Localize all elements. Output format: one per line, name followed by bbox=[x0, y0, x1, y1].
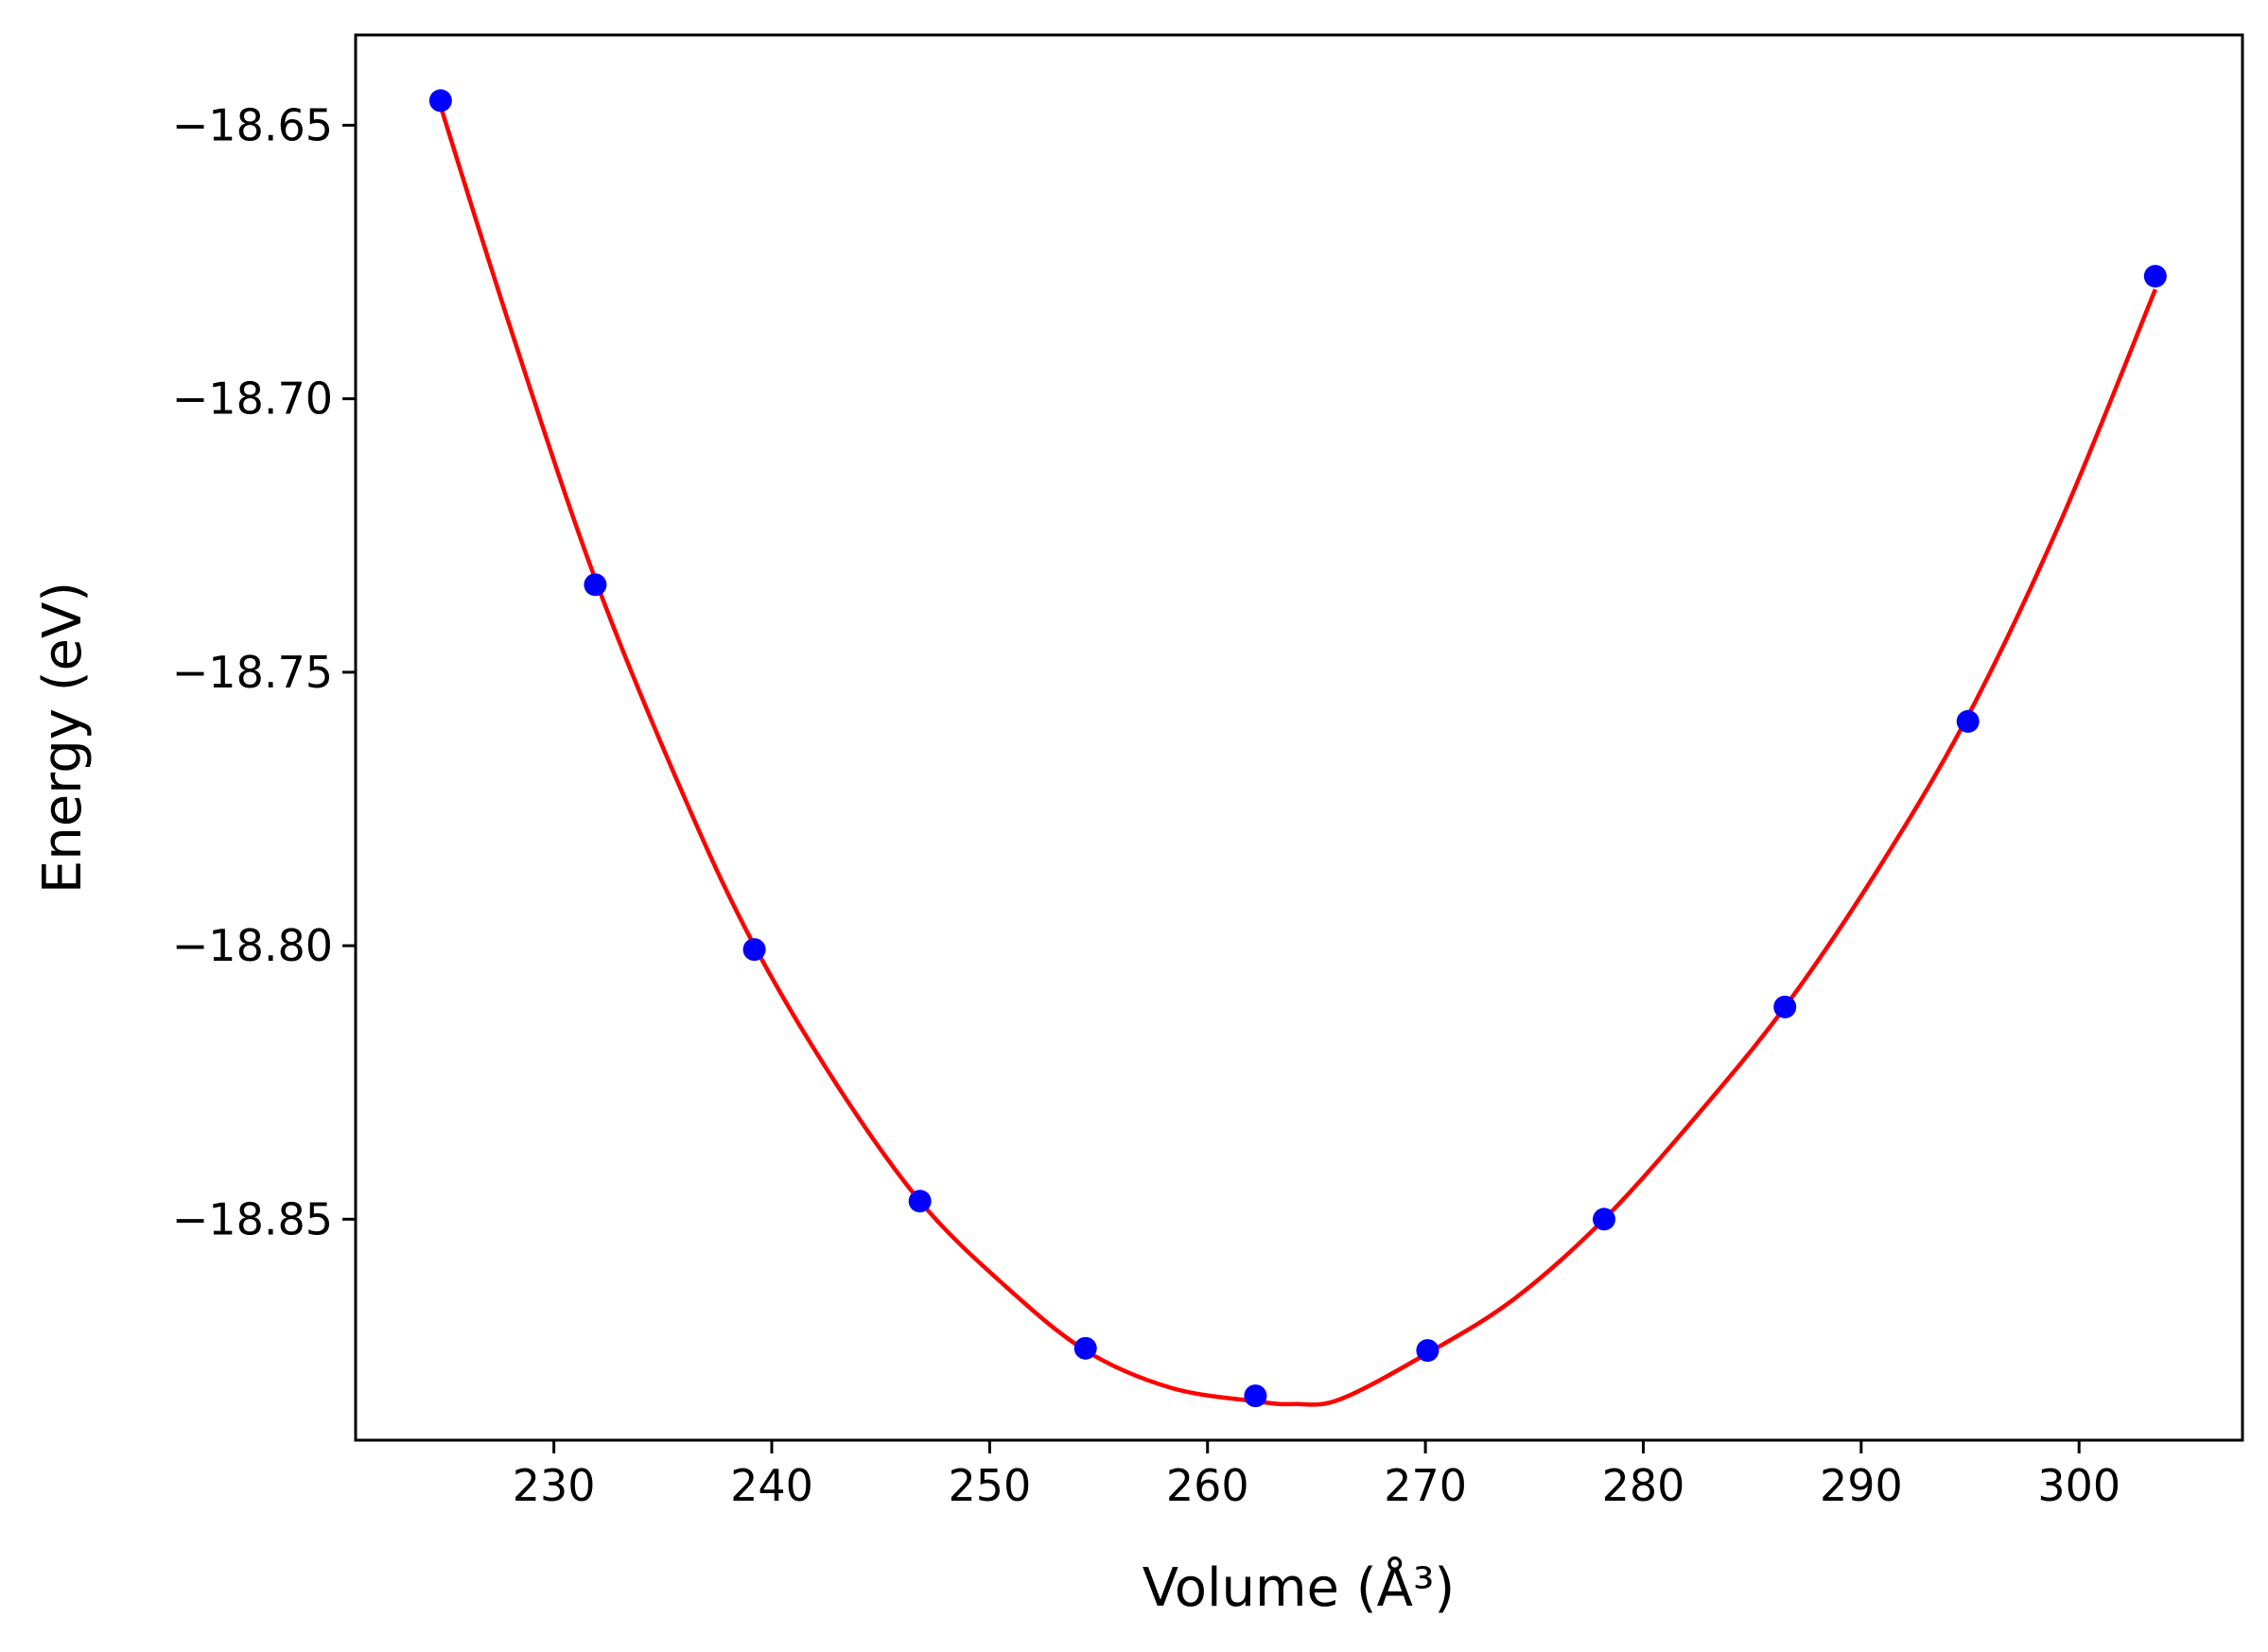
data-point bbox=[1956, 709, 1980, 733]
x-axis: 230 240 250 260 270 280 290 300 bbox=[513, 1440, 2120, 1511]
data-point bbox=[2143, 265, 2167, 288]
x-tick-label: 240 bbox=[730, 1460, 813, 1511]
x-tick-label: 300 bbox=[2037, 1460, 2120, 1511]
x-axis-label: Volume (Å³) bbox=[1143, 1556, 1456, 1619]
x-tick-label: 250 bbox=[948, 1460, 1031, 1511]
data-point bbox=[1593, 1208, 1616, 1231]
y-axis: −18.65 −18.70 −18.75 −18.80 −18.85 bbox=[172, 99, 356, 1244]
data-point bbox=[428, 89, 452, 113]
fit-curve-line bbox=[438, 105, 2157, 1407]
data-point bbox=[908, 1190, 932, 1213]
x-tick-label: 260 bbox=[1166, 1460, 1249, 1511]
y-tick-label: −18.85 bbox=[172, 1193, 333, 1244]
data-point bbox=[1416, 1339, 1439, 1363]
x-tick-label: 230 bbox=[513, 1460, 596, 1511]
data-point bbox=[1773, 995, 1797, 1018]
y-tick-label: −18.75 bbox=[172, 647, 333, 698]
y-tick-label: −18.80 bbox=[172, 920, 333, 971]
plot-frame bbox=[354, 33, 2244, 1442]
y-axis-label: Energy (eV) bbox=[32, 582, 94, 894]
y-tick-label: −18.65 bbox=[172, 99, 333, 150]
y-tick-label: −18.70 bbox=[172, 374, 333, 425]
data-point bbox=[1073, 1336, 1097, 1360]
data-point bbox=[584, 573, 607, 597]
x-tick-label: 280 bbox=[1602, 1460, 1685, 1511]
x-tick-label: 290 bbox=[1820, 1460, 1903, 1511]
x-tick-label: 270 bbox=[1384, 1460, 1467, 1511]
data-point bbox=[1244, 1384, 1267, 1408]
data-point bbox=[742, 938, 766, 962]
